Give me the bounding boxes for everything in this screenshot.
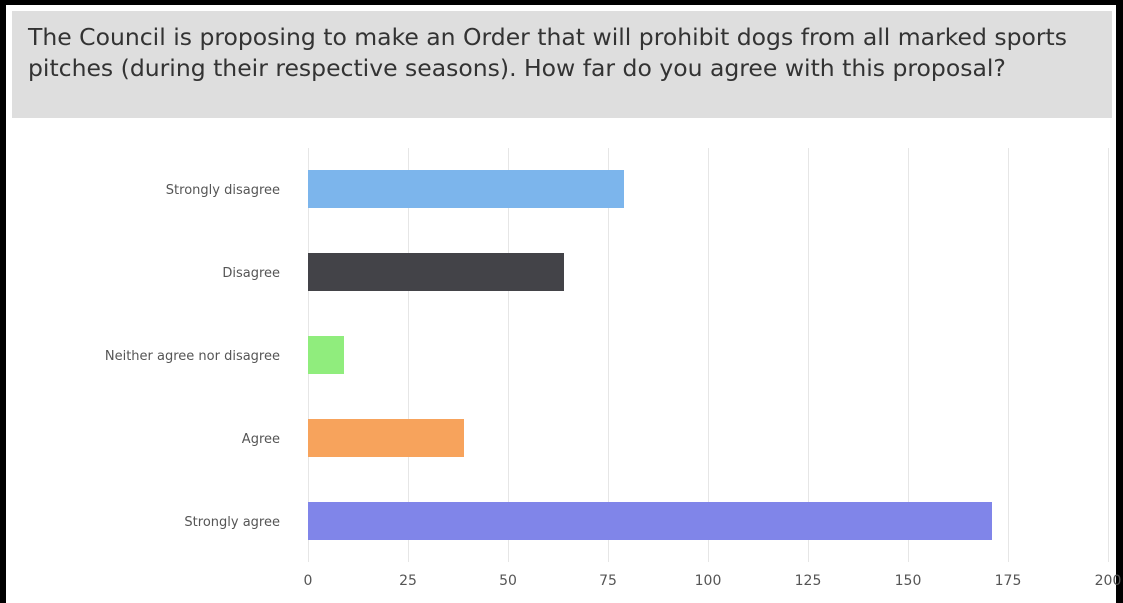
- bar-strongly-agree[interactable]: [308, 502, 992, 540]
- category-label-agree: Agree: [242, 432, 280, 447]
- category-labels: Strongly disagree Disagree Neither agree n…: [105, 183, 280, 530]
- bar-strongly-disagree[interactable]: [308, 170, 624, 208]
- bar-neither-agree-nor-disagree[interactable]: [308, 336, 344, 374]
- x-tick-label-75: 75: [599, 573, 617, 589]
- x-tick-label-125: 125: [795, 573, 822, 589]
- x-tick-label-150: 150: [895, 573, 922, 589]
- bar-agree[interactable]: [308, 419, 464, 457]
- question-header: The Council is proposing to make an Orde…: [12, 11, 1112, 118]
- x-tick-labels: 0 25 50 75 100 125 150 175 200: [304, 573, 1122, 589]
- category-label-strongly-disagree: Strongly disagree: [166, 183, 280, 198]
- category-label-neither-agree-nor-disagree: Neither agree nor disagree: [105, 349, 280, 364]
- x-tick-label-175: 175: [995, 573, 1022, 589]
- question-text: The Council is proposing to make an Orde…: [28, 23, 1068, 82]
- bar-disagree[interactable]: [308, 253, 564, 291]
- x-tick-label-25: 25: [399, 573, 417, 589]
- x-tick-label-50: 50: [499, 573, 517, 589]
- x-tick-label-200: 200: [1095, 573, 1122, 589]
- gridlines: [308, 148, 1109, 562]
- bars: [308, 170, 992, 540]
- category-label-disagree: Disagree: [222, 266, 280, 281]
- x-tick-label-0: 0: [304, 573, 313, 589]
- x-tick-label-100: 100: [695, 573, 722, 589]
- category-label-strongly-agree: Strongly agree: [184, 515, 280, 530]
